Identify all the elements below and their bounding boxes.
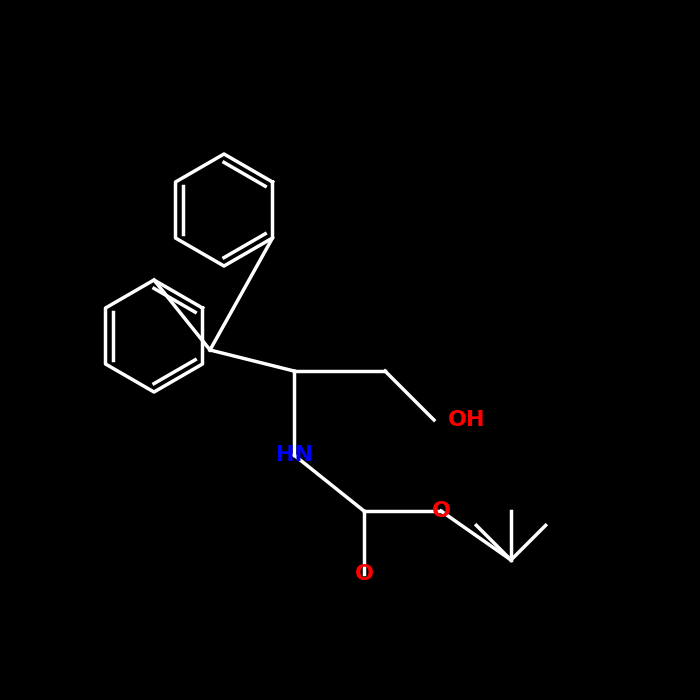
Text: O: O — [431, 501, 451, 521]
Text: HN: HN — [276, 445, 312, 465]
Text: OH: OH — [448, 410, 486, 430]
Text: O: O — [354, 564, 374, 584]
